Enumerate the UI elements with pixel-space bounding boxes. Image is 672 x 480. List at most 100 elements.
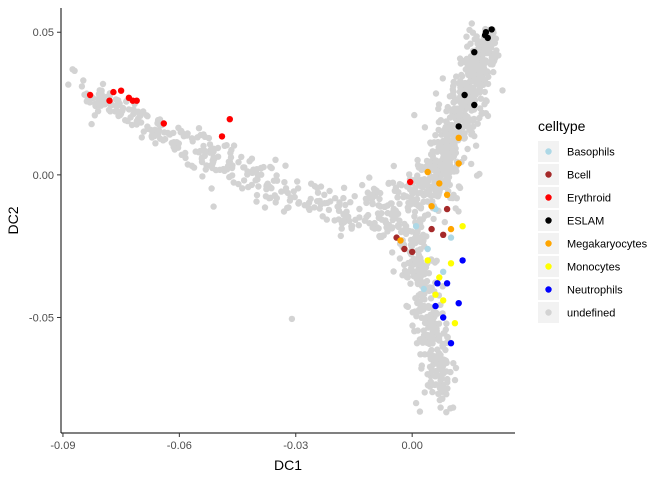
data-point-undefined [235, 159, 242, 166]
data-point-undefined [230, 142, 238, 149]
data-point-undefined [438, 145, 446, 153]
data-point-undefined [449, 148, 456, 155]
data-point-undefined [346, 217, 353, 225]
data-point-undefined [417, 204, 425, 211]
data-point-undefined [308, 180, 315, 187]
data-point-undefined [178, 151, 185, 158]
data-point-undefined [443, 108, 450, 115]
data-point-undefined [208, 185, 215, 192]
data-point-undefined [443, 176, 451, 184]
data-point-undefined [455, 183, 463, 190]
data-point-undefined [375, 202, 382, 209]
data-point-undefined [464, 43, 471, 50]
data-point-undefined [425, 302, 432, 310]
data-point-undefined [115, 97, 122, 104]
data-point-undefined [407, 241, 415, 248]
data-point-undefined [407, 280, 414, 287]
data-point-undefined [411, 328, 418, 335]
data-point-undefined [416, 235, 423, 242]
data-point-undefined [432, 325, 439, 333]
data-point-undefined [394, 194, 401, 201]
data-point-megakaryocytes [455, 134, 462, 141]
legend-label-erythroid: Erythroid [567, 193, 611, 205]
data-point-undefined [396, 180, 403, 188]
data-point-undefined [463, 33, 470, 40]
data-point-undefined [410, 236, 417, 244]
data-point-undefined [470, 67, 478, 74]
data-point-undefined [194, 134, 201, 141]
data-point-undefined [99, 80, 107, 88]
data-point-undefined [195, 149, 202, 156]
data-point-undefined [451, 105, 459, 112]
data-point-undefined [452, 205, 459, 212]
data-point-undefined [335, 216, 342, 223]
data-point-undefined [380, 232, 387, 239]
data-point-undefined [401, 220, 408, 228]
legend-swatch [545, 194, 552, 201]
data-point-undefined [479, 109, 486, 117]
data-point-undefined [240, 177, 248, 184]
y-tick-label: 0.00 [33, 170, 54, 182]
data-point-undefined [390, 205, 398, 213]
data-point-undefined [202, 147, 209, 155]
data-point-undefined [439, 75, 446, 82]
data-point-undefined [415, 164, 422, 171]
data-point-undefined [441, 218, 448, 226]
data-point-undefined [411, 111, 418, 119]
data-point-erythroid [106, 97, 113, 104]
data-point-undefined [245, 183, 252, 191]
data-point-undefined [417, 262, 424, 269]
data-point-undefined [473, 172, 481, 179]
data-point-undefined [417, 277, 424, 285]
data-point-undefined [155, 127, 162, 134]
data-point-undefined [273, 172, 280, 179]
data-point-undefined [481, 88, 488, 96]
data-point-megakaryocytes [443, 191, 451, 198]
data-point-undefined [144, 113, 151, 120]
data-point-undefined [493, 47, 500, 54]
data-point-undefined [468, 160, 475, 168]
data-point-undefined [229, 162, 236, 169]
data-point-undefined [214, 144, 222, 152]
data-point-undefined [97, 101, 105, 109]
data-point-undefined [355, 222, 362, 229]
data-point-undefined [375, 212, 383, 219]
data-point-undefined [271, 192, 278, 199]
data-point-undefined [403, 271, 411, 278]
data-point-undefined [352, 216, 359, 223]
data-point-undefined [369, 199, 376, 207]
data-point-undefined [432, 90, 440, 97]
data-point-undefined [411, 208, 419, 216]
data-point-undefined [476, 114, 483, 122]
data-point-undefined [483, 98, 490, 105]
data-point-bcell [440, 231, 447, 238]
data-point-undefined [477, 95, 485, 102]
data-point-eslam [455, 123, 462, 130]
data-point-undefined [478, 73, 485, 80]
data-point-undefined [414, 156, 421, 164]
data-point-undefined [112, 108, 119, 115]
data-point-undefined [78, 83, 86, 90]
data-point-undefined [466, 26, 473, 34]
data-point-erythroid [226, 116, 233, 123]
data-point-undefined [468, 20, 475, 27]
data-point-undefined [426, 319, 433, 327]
data-point-undefined [452, 364, 460, 372]
data-point-undefined [444, 375, 451, 383]
data-point-undefined [387, 200, 394, 207]
data-point-undefined [448, 121, 455, 129]
data-point-undefined [439, 395, 446, 402]
data-point-undefined [254, 172, 262, 179]
data-point-undefined [144, 125, 151, 132]
data-point-undefined [306, 206, 313, 213]
data-point-undefined [450, 360, 457, 367]
data-point-undefined [396, 217, 403, 224]
data-point-undefined [385, 180, 392, 187]
data-point-undefined [458, 100, 465, 108]
data-point-undefined [198, 155, 205, 162]
data-point-undefined [455, 80, 462, 87]
legend-label-monocytes: Monocytes [567, 262, 621, 274]
data-point-undefined [443, 158, 450, 166]
x-tick-label: -0.03 [283, 440, 308, 452]
data-point-undefined [415, 251, 422, 259]
